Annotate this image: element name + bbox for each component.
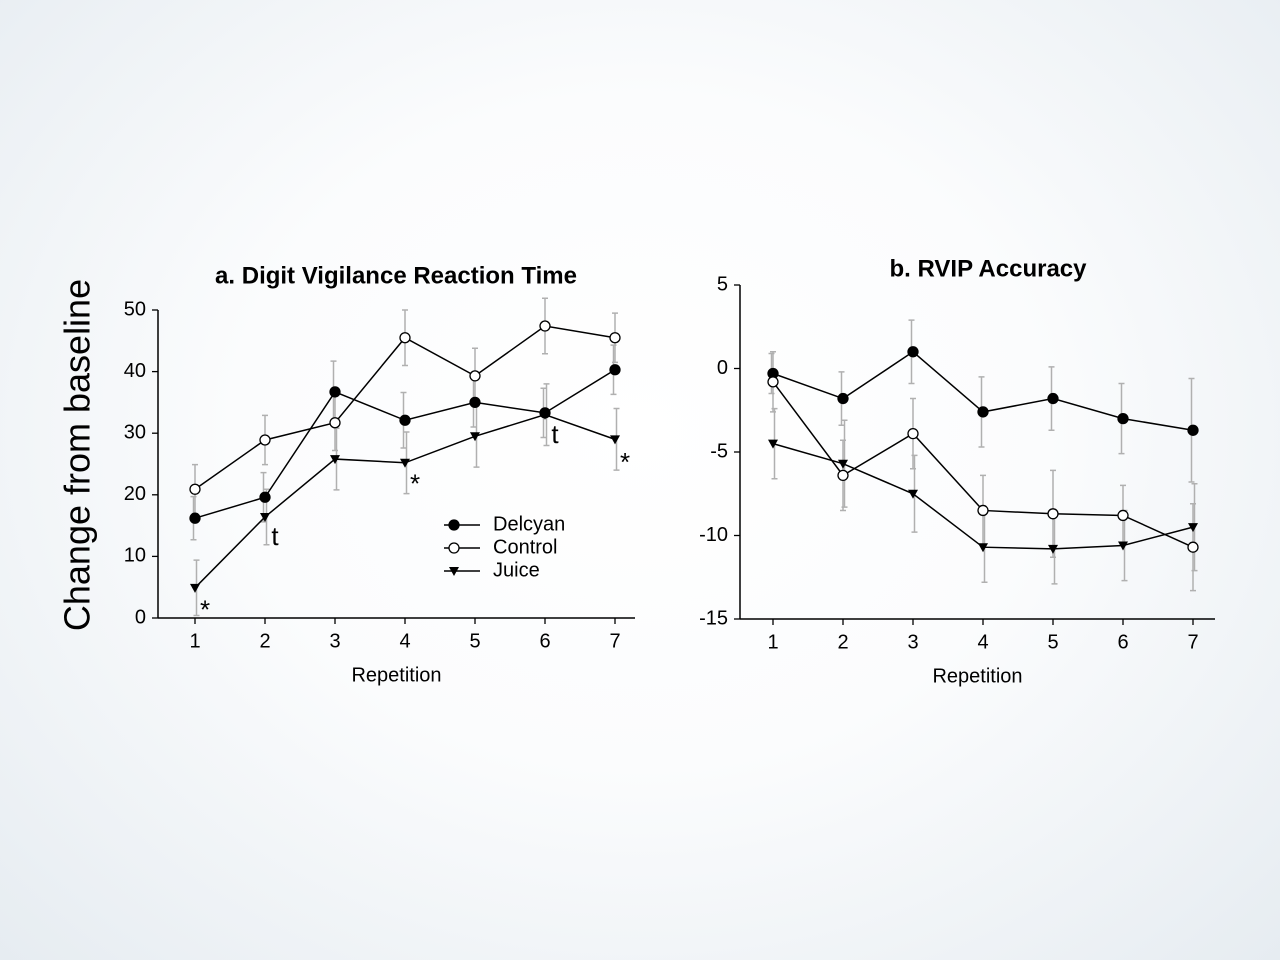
marker	[330, 455, 340, 465]
marker	[767, 376, 779, 388]
marker	[259, 434, 271, 446]
y-tick-label: 50	[124, 298, 146, 320]
annotation: *	[620, 447, 630, 477]
marker	[1188, 523, 1198, 533]
x-tick-label: 7	[609, 630, 620, 652]
marker	[1117, 509, 1129, 522]
y-tick-label: 10	[124, 545, 146, 567]
y-tick-label: 0	[135, 606, 146, 628]
marker	[469, 370, 481, 382]
x-axis-label: Repetition	[932, 665, 1022, 687]
legend-label: Delcyan	[493, 513, 565, 535]
marker	[768, 439, 778, 449]
marker	[470, 432, 480, 442]
marker	[609, 364, 621, 376]
x-tick-label: 2	[837, 631, 848, 653]
x-tick-label: 4	[977, 631, 988, 653]
legend-label: Juice	[493, 559, 540, 581]
marker	[399, 332, 411, 344]
marker	[907, 346, 919, 358]
marker	[837, 469, 849, 482]
x-tick-label: 6	[539, 630, 550, 652]
marker	[1118, 541, 1128, 551]
y-tick-label: 30	[124, 421, 146, 443]
x-tick-label: 1	[189, 630, 200, 652]
marker	[329, 417, 341, 429]
y-tick-label: -15	[699, 607, 728, 629]
x-tick-label: 6	[1117, 631, 1128, 653]
marker	[329, 386, 341, 398]
marker	[448, 519, 460, 531]
legend-label: Control	[493, 536, 557, 558]
x-tick-label: 4	[399, 630, 410, 652]
marker	[469, 396, 481, 409]
annotation: t	[271, 521, 279, 551]
y-tick-label: 0	[717, 357, 728, 379]
marker	[189, 483, 201, 495]
marker	[977, 406, 989, 418]
annotation: t	[551, 419, 559, 449]
marker	[190, 583, 200, 593]
marker	[539, 320, 551, 332]
series-line	[772, 350, 1194, 432]
annotation: *	[410, 468, 420, 498]
marker	[260, 512, 270, 522]
y-tick-label: -10	[699, 524, 728, 546]
marker	[908, 489, 918, 499]
x-tick-label: 3	[329, 630, 340, 652]
marker	[259, 491, 271, 503]
chart-title: a. Digit Vigilance Reaction Time	[215, 262, 577, 289]
chart-title: b. RVIP Accuracy	[890, 255, 1088, 282]
x-axis-label: Repetition	[351, 664, 441, 686]
x-tick-label: 5	[469, 630, 480, 652]
y-tick-label: -5	[710, 440, 728, 462]
x-tick-label: 1	[767, 631, 778, 653]
y-tick-label: 5	[717, 273, 728, 295]
x-tick-label: 7	[1187, 631, 1198, 653]
marker	[540, 410, 550, 420]
marker	[609, 332, 621, 344]
marker	[838, 459, 848, 469]
marker	[610, 435, 620, 445]
marker	[189, 512, 201, 524]
marker	[978, 543, 988, 553]
annotation: *	[200, 595, 210, 625]
y-axis-label: Change from baseline	[57, 279, 98, 631]
marker	[399, 414, 411, 426]
x-tick-label: 5	[1047, 631, 1058, 653]
marker	[448, 542, 460, 554]
marker	[837, 392, 849, 405]
marker	[977, 504, 989, 517]
x-tick-label: 2	[259, 630, 270, 652]
x-tick-label: 3	[907, 631, 918, 653]
marker	[1117, 412, 1129, 425]
marker	[1187, 541, 1199, 553]
y-tick-label: 40	[124, 360, 146, 382]
marker	[449, 567, 459, 576]
marker	[1187, 424, 1199, 436]
marker	[1047, 508, 1059, 520]
marker	[400, 458, 410, 468]
marker	[1047, 392, 1059, 405]
y-tick-label: 20	[124, 483, 146, 505]
marker	[907, 427, 919, 440]
marker	[1048, 544, 1058, 554]
